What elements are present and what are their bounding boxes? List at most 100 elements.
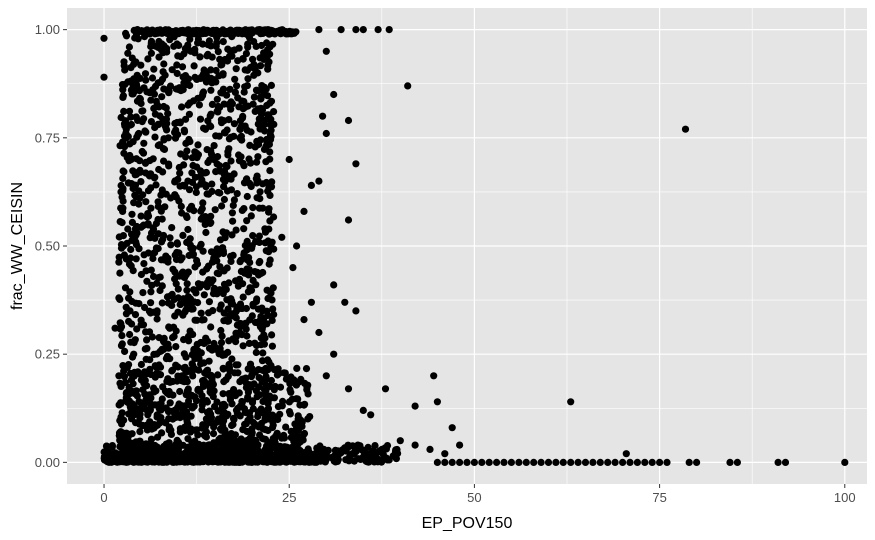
data-point (168, 66, 176, 74)
data-point (129, 167, 137, 175)
data-point (441, 458, 449, 466)
data-point (145, 28, 153, 36)
data-point (135, 300, 143, 308)
data-point (204, 50, 212, 59)
data-point (167, 292, 175, 300)
y-tick-label: 0.75 (35, 130, 60, 145)
data-point (144, 210, 152, 218)
data-point (107, 456, 115, 464)
data-point (234, 361, 242, 369)
data-point (345, 457, 353, 465)
data-point (183, 286, 191, 294)
data-point (142, 198, 150, 206)
data-point (193, 75, 201, 83)
data-point (189, 250, 197, 258)
data-point (184, 455, 192, 463)
data-point (137, 178, 145, 186)
data-point (194, 141, 202, 149)
data-point (257, 313, 265, 321)
data-point (140, 260, 148, 268)
data-point (209, 430, 218, 438)
data-point (192, 397, 201, 405)
data-point (174, 294, 182, 302)
data-point (315, 26, 323, 34)
data-point (287, 388, 295, 396)
data-point (344, 385, 353, 393)
data-point (137, 316, 145, 324)
data-point (256, 62, 265, 70)
data-point (205, 407, 213, 415)
data-point (448, 458, 456, 466)
data-point (188, 391, 196, 400)
data-point (249, 405, 257, 413)
data-point (182, 115, 190, 123)
data-point (197, 338, 205, 347)
data-point (196, 243, 204, 251)
data-point (207, 147, 215, 155)
data-point (201, 181, 210, 189)
data-point (292, 395, 300, 403)
data-point (204, 262, 213, 270)
data-point (316, 444, 324, 452)
data-point (190, 62, 198, 70)
data-point (194, 280, 203, 288)
data-point (282, 375, 290, 383)
data-point (103, 442, 111, 450)
data-point (247, 212, 255, 220)
data-point (344, 216, 353, 224)
data-point (188, 360, 196, 368)
data-point (236, 134, 244, 142)
data-point (159, 168, 167, 176)
data-point (150, 65, 158, 73)
data-point (264, 65, 272, 73)
data-point (411, 402, 419, 410)
data-point (192, 289, 200, 297)
data-point (726, 458, 734, 466)
data-point (166, 234, 174, 242)
data-point (249, 302, 257, 310)
data-point (208, 375, 216, 383)
data-point (300, 207, 308, 215)
data-point (207, 323, 215, 331)
data-point (165, 160, 173, 168)
data-point (258, 407, 266, 415)
data-point (237, 153, 245, 161)
data-point (121, 430, 130, 438)
data-point (143, 277, 151, 285)
data-point (206, 156, 214, 164)
data-point (433, 458, 441, 466)
data-point (197, 94, 205, 102)
data-point (120, 416, 128, 424)
data-point (217, 326, 225, 335)
data-point (218, 332, 226, 340)
data-point (115, 258, 123, 266)
data-point (189, 305, 197, 313)
data-point (188, 30, 196, 38)
data-point (267, 289, 275, 297)
data-point (302, 365, 311, 373)
data-point (217, 89, 225, 97)
data-point (125, 294, 133, 302)
data-point (180, 374, 188, 382)
data-point (221, 234, 229, 242)
data-point (128, 210, 136, 218)
data-point (262, 178, 270, 187)
data-point (681, 125, 690, 133)
data-point (200, 377, 208, 385)
data-point (124, 446, 132, 454)
data-point (128, 320, 136, 328)
data-point (157, 191, 165, 199)
data-point (247, 286, 256, 294)
data-point (165, 344, 173, 352)
data-point (260, 385, 268, 393)
data-point (141, 70, 150, 78)
data-point (167, 241, 175, 249)
data-point (210, 254, 218, 262)
data-point (626, 458, 634, 466)
data-point (294, 415, 302, 423)
data-point (236, 117, 245, 125)
data-point (125, 383, 133, 392)
data-point (132, 241, 140, 249)
data-point (300, 316, 308, 324)
data-point (194, 39, 202, 47)
